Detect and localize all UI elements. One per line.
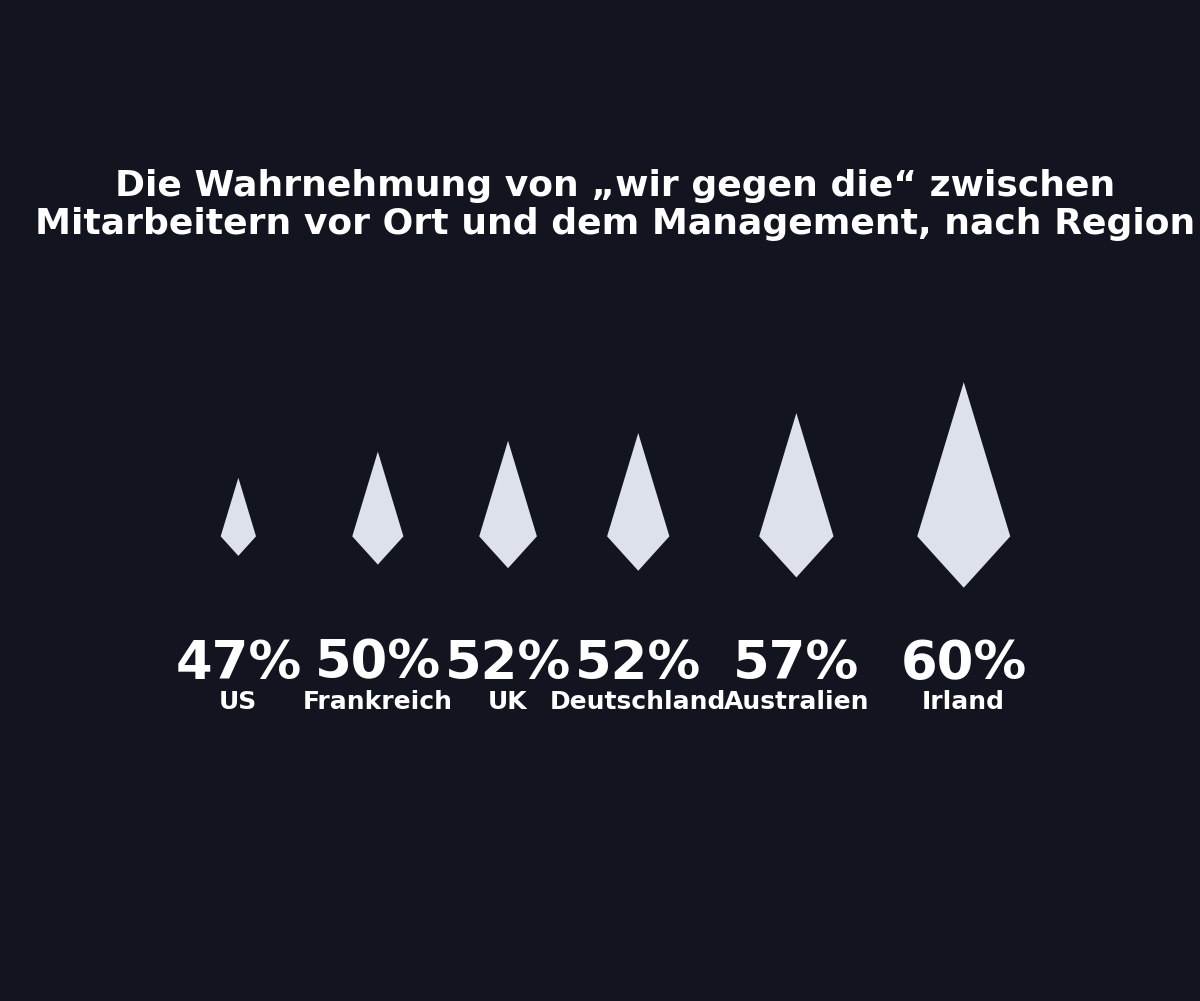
Text: 47%: 47% (175, 638, 301, 690)
Polygon shape (479, 440, 536, 569)
Polygon shape (221, 477, 256, 556)
Text: Australien: Australien (724, 690, 869, 714)
Text: 52%: 52% (575, 638, 701, 690)
Text: 60%: 60% (901, 638, 1027, 690)
Text: Die Wahrnehmung von „wir gegen die“ zwischen: Die Wahrnehmung von „wir gegen die“ zwis… (115, 168, 1115, 202)
Text: Irland: Irland (923, 690, 1006, 714)
Text: US: US (220, 690, 258, 714)
Polygon shape (353, 451, 403, 565)
Text: Mitarbeitern vor Ort und dem Management, nach Region: Mitarbeitern vor Ort und dem Management,… (35, 207, 1195, 241)
Polygon shape (760, 413, 834, 578)
Text: 57%: 57% (733, 638, 859, 690)
Text: Frankreich: Frankreich (302, 690, 452, 714)
Text: UK: UK (488, 690, 528, 714)
Text: Deutschland: Deutschland (550, 690, 726, 714)
Polygon shape (607, 433, 670, 571)
Text: 50%: 50% (314, 638, 440, 690)
Text: 52%: 52% (445, 638, 571, 690)
Polygon shape (917, 382, 1010, 588)
